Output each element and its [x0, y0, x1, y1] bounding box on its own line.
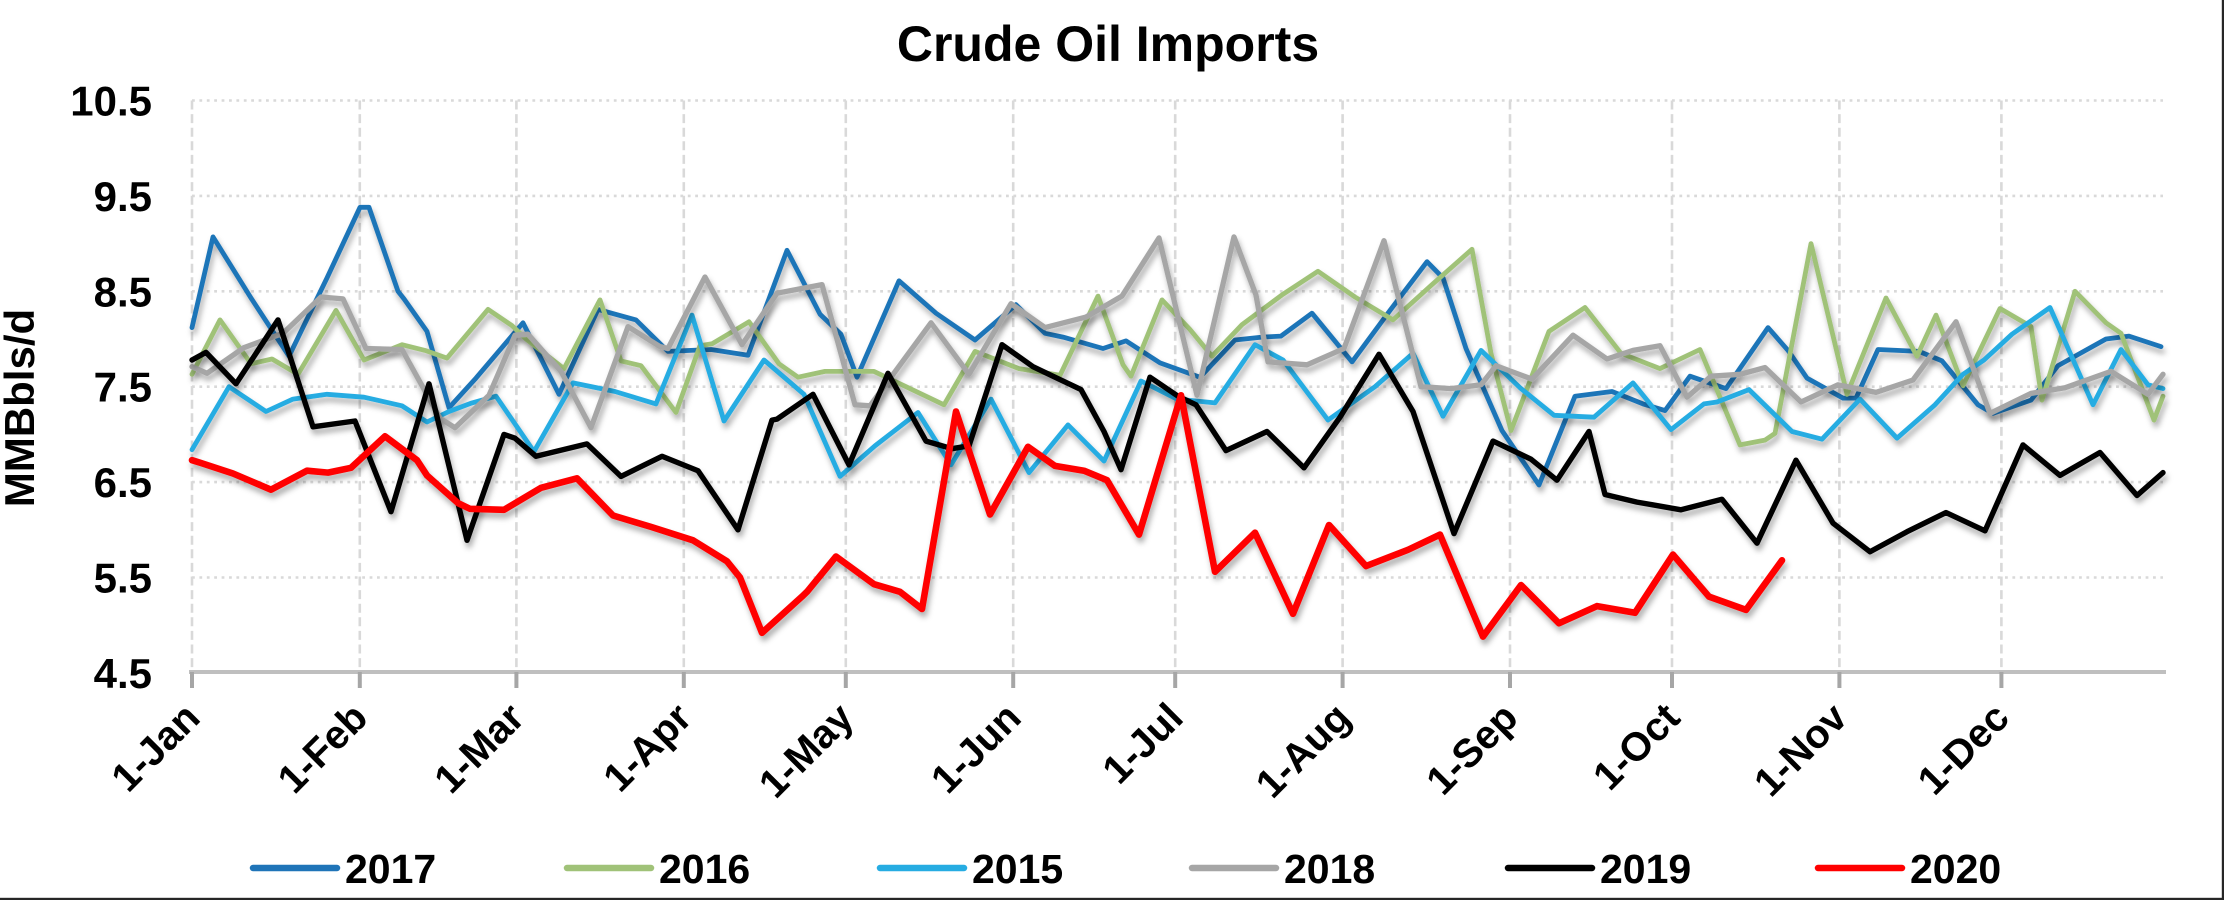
- svg-text:8.5: 8.5: [94, 268, 152, 315]
- svg-text:9.5: 9.5: [94, 173, 152, 220]
- svg-text:2015: 2015: [972, 846, 1063, 892]
- svg-text:7.5: 7.5: [94, 364, 152, 411]
- svg-text:MMBbls/d: MMBbls/d: [0, 309, 43, 507]
- svg-text:4.5: 4.5: [94, 650, 152, 697]
- svg-text:2019: 2019: [1600, 846, 1691, 892]
- svg-text:2020: 2020: [1910, 846, 2001, 892]
- svg-text:10.5: 10.5: [70, 78, 152, 125]
- svg-text:5.5: 5.5: [94, 555, 152, 602]
- svg-text:6.5: 6.5: [94, 459, 152, 506]
- svg-text:2018: 2018: [1284, 846, 1375, 892]
- svg-text:Crude Oil Imports: Crude Oil Imports: [897, 16, 1319, 72]
- svg-text:2016: 2016: [659, 846, 750, 892]
- svg-text:2017: 2017: [345, 846, 436, 892]
